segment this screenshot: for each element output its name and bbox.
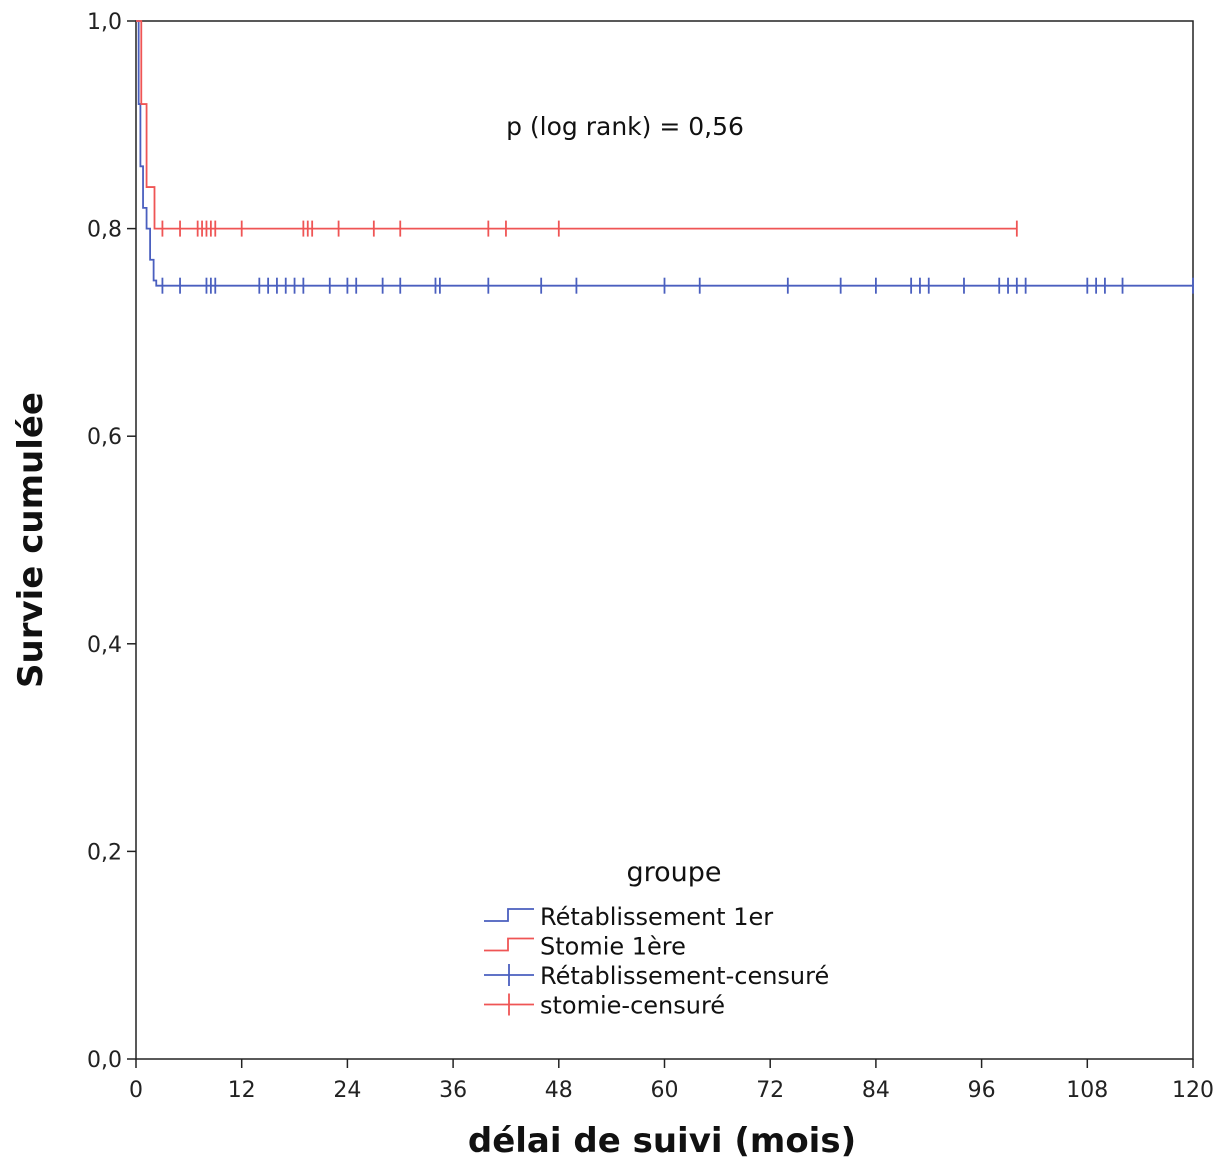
x-axis-title: délai de suivi (mois) [468, 1121, 856, 1161]
legend-label: Rétablissement 1er [540, 903, 773, 931]
legend-step-symbol [484, 908, 534, 922]
x-tick-label: 108 [1066, 1078, 1108, 1103]
y-tick-label: 1,0 [87, 10, 122, 35]
legend-label: Rétablissement-censuré [540, 962, 829, 990]
x-tick-label: 36 [439, 1078, 467, 1103]
survival-curve [136, 20, 1193, 287]
legend-label: Stomie 1ère [540, 933, 686, 961]
x-tick-label: 48 [545, 1078, 573, 1103]
axes: 0 12 24 36 48 60 72 84 96 108 120 0,0 0,2 0,4 0,6 0,8 1,… [87, 10, 1214, 1103]
x-tick-label: 60 [651, 1078, 679, 1103]
y-tick-label: 0,2 [87, 840, 122, 865]
series-1 [136, 20, 1018, 237]
x-tick-label: 0 [129, 1078, 143, 1103]
y-tick-label: 0,4 [87, 633, 122, 658]
y-tick-label: 0,8 [87, 218, 122, 243]
x-tick-label: 84 [862, 1078, 890, 1103]
legend-step-symbol [484, 937, 534, 952]
survival-curve [136, 20, 1017, 230]
x-tick-label: 120 [1172, 1078, 1214, 1103]
x-tick-label: 96 [968, 1078, 996, 1103]
legend-label: stomie-censuré [540, 992, 725, 1020]
y-axis-title: Survie cumulée [11, 392, 51, 688]
series-0 [136, 20, 1194, 294]
log-rank-annotation: p (log rank) = 0,56 [506, 112, 744, 141]
y-tick-label: 0,6 [87, 425, 122, 450]
x-tick-label: 24 [333, 1078, 361, 1103]
legend-title: groupe [626, 857, 721, 888]
y-tick-label: 0,0 [87, 1048, 122, 1073]
series-layer [136, 20, 1194, 294]
x-tick-label: 72 [756, 1078, 784, 1103]
x-tick-label: 12 [228, 1078, 256, 1103]
